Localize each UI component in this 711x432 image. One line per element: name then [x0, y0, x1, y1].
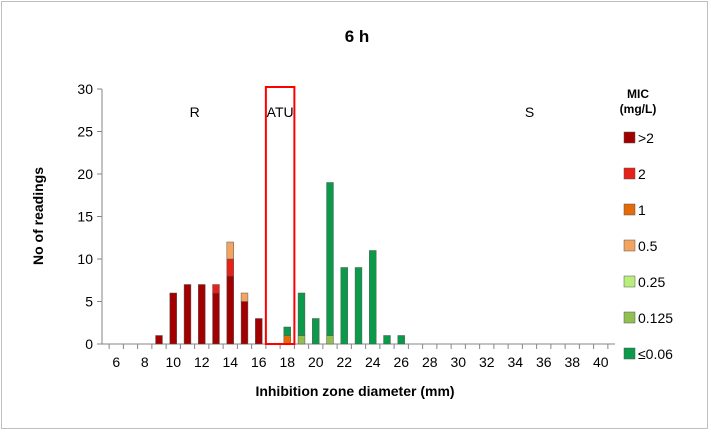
y-tick-label: 30 — [77, 81, 93, 97]
bar-segment — [226, 275, 234, 345]
plot-area: 0 5 10 15 20 25 30 6 8 10 12 14 16 18 20 22 24 26 28 30 32 34… — [77, 81, 615, 370]
legend-swatch — [623, 239, 636, 252]
x-tick-label: 32 — [479, 354, 495, 370]
bar-segment — [397, 335, 405, 345]
x-tick-label: 22 — [336, 354, 352, 370]
bar-segment — [354, 267, 363, 345]
region-label: ATU — [267, 104, 294, 120]
bar-segment — [297, 292, 306, 336]
bar-segment — [212, 284, 220, 294]
y-tick-label: 0 — [85, 336, 93, 352]
x-tick-label: 28 — [422, 354, 438, 370]
bar-segment — [212, 292, 220, 345]
x-tick-label: 14 — [222, 354, 238, 370]
legend: MIC (mg/L) >2 2 1 0.5 0.25 0.125 ≤0.06 — [620, 87, 674, 362]
bar-segment — [169, 292, 177, 345]
x-axis-title: Inhibition zone diameter (mm) — [255, 383, 454, 399]
legend-swatch — [623, 275, 636, 288]
legend-title-line2: (mg/L) — [620, 102, 657, 116]
bar-segment — [283, 326, 291, 336]
bar-segment — [155, 335, 163, 345]
x-tick-label: 26 — [393, 354, 409, 370]
legend-label: ≤0.06 — [638, 346, 673, 362]
bar-segment — [369, 250, 377, 345]
x-tick-label: 8 — [141, 354, 149, 370]
y-tick-label: 5 — [85, 294, 93, 310]
x-tick-label: 40 — [593, 354, 609, 370]
bar-segment — [226, 241, 234, 260]
legend-title-line1: MIC — [627, 87, 649, 101]
y-tick-label: 20 — [77, 166, 93, 182]
region-label: R — [190, 104, 200, 120]
y-tick-label: 25 — [77, 124, 93, 140]
region-label: S — [525, 104, 534, 120]
y-axis-title: No of readings — [30, 167, 46, 265]
x-tick-label: 30 — [450, 354, 466, 370]
bar-segment — [183, 284, 192, 345]
legend-label: 1 — [638, 202, 646, 218]
x-tick-label: 20 — [308, 354, 324, 370]
y-tick-label: 10 — [77, 251, 93, 267]
legend-swatch — [623, 311, 636, 324]
bar-segment — [340, 267, 348, 345]
atu-highlight-box — [264, 86, 296, 345]
bar-segment — [226, 258, 234, 277]
legend-label: 0.5 — [638, 238, 658, 254]
y-tick-label: 15 — [77, 209, 93, 225]
legend-label: 2 — [638, 166, 646, 182]
bar-segment — [326, 335, 334, 345]
x-tick-label: 6 — [112, 354, 120, 370]
bar-segment — [297, 335, 306, 345]
legend-label: >2 — [638, 130, 654, 146]
chart-title: 6 h — [345, 27, 370, 46]
legend-label: 0.25 — [638, 274, 665, 290]
bar-segment — [312, 318, 320, 345]
bar-segment — [283, 335, 291, 345]
x-tick-label: 38 — [564, 354, 580, 370]
x-tick-label: 34 — [507, 354, 523, 370]
x-tick-label: 12 — [194, 354, 210, 370]
bar-segment — [240, 301, 249, 345]
legend-swatch — [623, 347, 636, 360]
x-tick-label: 10 — [165, 354, 181, 370]
legend-label: 0.125 — [638, 310, 673, 326]
bar-segment — [255, 318, 263, 345]
x-tick-label: 16 — [251, 354, 267, 370]
legend-swatch — [623, 131, 636, 144]
bar-segment — [240, 292, 249, 302]
x-tick-label: 24 — [365, 354, 381, 370]
legend-swatch — [623, 203, 636, 216]
legend-swatch — [623, 167, 636, 180]
bar-segment — [383, 335, 391, 345]
bar-segment — [326, 182, 334, 336]
x-tick-label: 36 — [536, 354, 552, 370]
x-tick-label: 18 — [279, 354, 295, 370]
bar-segment — [198, 284, 206, 345]
